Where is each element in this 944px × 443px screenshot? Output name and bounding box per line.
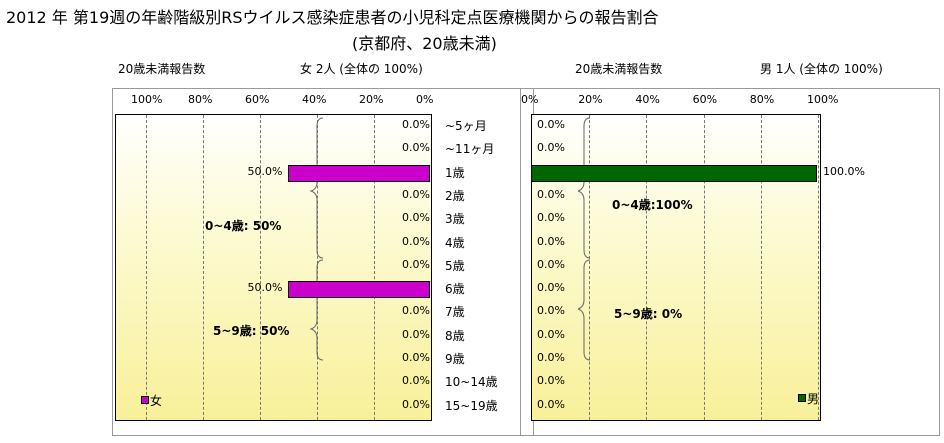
left-count-label: 20歳未満報告数 bbox=[118, 62, 206, 76]
male-data-label: 0.0% bbox=[537, 187, 565, 201]
male-data-label: 0.0% bbox=[537, 397, 565, 411]
female-bar bbox=[287, 281, 430, 299]
female-data-label: 0.0% bbox=[402, 257, 430, 271]
age-category-label: ~11ヶ月 bbox=[445, 142, 495, 157]
right-count-label: 20歳未満報告数 bbox=[575, 62, 663, 76]
chart-subtitle: (京都府、20歳未満) bbox=[352, 34, 497, 53]
male-data-label: 0.0% bbox=[537, 257, 565, 271]
gridline bbox=[374, 115, 375, 420]
x-tick-label: 0% bbox=[416, 93, 434, 106]
gridline bbox=[589, 115, 591, 420]
left-range-braces bbox=[309, 117, 324, 361]
left-brace-0-4 bbox=[309, 117, 324, 259]
age-category-label: ~5ヶ月 bbox=[445, 119, 487, 133]
left-range-0-4: 0~4歳: 50% bbox=[205, 219, 282, 233]
female-data-label: 0.0% bbox=[402, 351, 430, 364]
x-tick-label: 0% bbox=[521, 93, 539, 106]
female-data-label: 50.0% bbox=[247, 164, 283, 178]
x-tick-label: 60% bbox=[692, 93, 718, 106]
gridline bbox=[146, 115, 147, 420]
age-category-label: 8歳 bbox=[445, 328, 465, 343]
male-data-label: 0.0% bbox=[537, 327, 565, 341]
female-data-label: 0.0% bbox=[402, 397, 430, 411]
gridline bbox=[703, 115, 705, 420]
female-plot-area bbox=[115, 114, 432, 421]
female-data-label: 0.0% bbox=[402, 327, 430, 341]
x-tick-label: 60% bbox=[245, 93, 270, 106]
age-category-label: 6歳 bbox=[445, 282, 465, 297]
female-data-label: 0.0% bbox=[402, 187, 430, 201]
female-data-label: 50.0% bbox=[247, 281, 283, 295]
male-data-label: 0.0% bbox=[537, 304, 565, 318]
age-category-label: 15~19歳 bbox=[445, 398, 498, 413]
female-bar bbox=[287, 164, 430, 182]
male-legend-swatch bbox=[798, 394, 806, 402]
x-tick-label: 80% bbox=[749, 93, 775, 106]
right-range-0-4: 0~4歳:100% bbox=[612, 198, 693, 212]
right-range-5-9: 5~9歳: 0% bbox=[614, 307, 683, 321]
right-brace-0-4 bbox=[578, 117, 591, 259]
male-bar bbox=[531, 164, 817, 182]
x-tick-label: 80% bbox=[188, 93, 213, 106]
x-tick-label: 40% bbox=[302, 93, 327, 106]
x-tick-label: 20% bbox=[578, 93, 603, 106]
x-tick-label: 100% bbox=[807, 93, 839, 106]
female-data-label: 0.0% bbox=[402, 304, 430, 318]
male-data-label: 100.0% bbox=[823, 164, 865, 178]
left-range-5-9: 5~9歳: 50% bbox=[213, 324, 290, 338]
male-data-label: 0.0% bbox=[537, 234, 565, 248]
age-category-label: 1歳 bbox=[445, 165, 465, 180]
age-category-label: 3歳 bbox=[445, 212, 465, 227]
female-data-label: 0.0% bbox=[402, 141, 430, 155]
left-brace-5-9 bbox=[309, 259, 324, 361]
female-data-label: 0.0% bbox=[402, 211, 430, 225]
chart-title: 2012 年 第19週の年齢階級別RSウイルス感染症患者の小児科定点医療機関から… bbox=[6, 8, 659, 27]
male-data-label: 0.0% bbox=[537, 211, 565, 225]
right-summary: 男 1人 (全体の 100%) bbox=[760, 62, 883, 76]
female-legend-swatch bbox=[141, 396, 149, 404]
male-data-label: 0.0% bbox=[537, 351, 565, 364]
male-data-label: 0.0% bbox=[537, 141, 565, 155]
x-tick-label: 40% bbox=[635, 93, 660, 106]
gridline bbox=[203, 115, 204, 420]
age-category-label: 9歳 bbox=[445, 352, 465, 366]
gridline bbox=[646, 115, 648, 420]
x-tick-label: 100% bbox=[131, 93, 163, 106]
age-category-label: 7歳 bbox=[445, 305, 465, 320]
x-tick-label: 20% bbox=[359, 93, 384, 106]
age-category-label: 10~14歳 bbox=[445, 375, 498, 390]
male-data-label: 0.0% bbox=[537, 374, 565, 388]
gridline bbox=[260, 115, 261, 420]
right-range-braces bbox=[578, 117, 591, 361]
female-data-label: 0.0% bbox=[402, 234, 430, 248]
female-legend-label: 女 bbox=[150, 394, 163, 408]
gridline bbox=[760, 115, 762, 420]
male-data-label: 0.0% bbox=[537, 281, 565, 295]
age-category-label: 2歳 bbox=[445, 188, 465, 203]
male-plot-area bbox=[531, 114, 821, 421]
gridline bbox=[818, 115, 819, 420]
right-chart-frame bbox=[520, 88, 940, 436]
left-summary: 女 2人 (全体の 100%) bbox=[300, 62, 423, 76]
age-category-label: 4歳 bbox=[445, 235, 465, 250]
age-category-label: 5歳 bbox=[445, 258, 465, 273]
male-legend-label: 男 bbox=[807, 392, 820, 406]
male-data-label: 0.0% bbox=[537, 118, 565, 131]
female-data-label: 0.0% bbox=[402, 118, 430, 131]
female-data-label: 0.0% bbox=[402, 374, 430, 388]
right-brace-5-9 bbox=[578, 259, 591, 361]
